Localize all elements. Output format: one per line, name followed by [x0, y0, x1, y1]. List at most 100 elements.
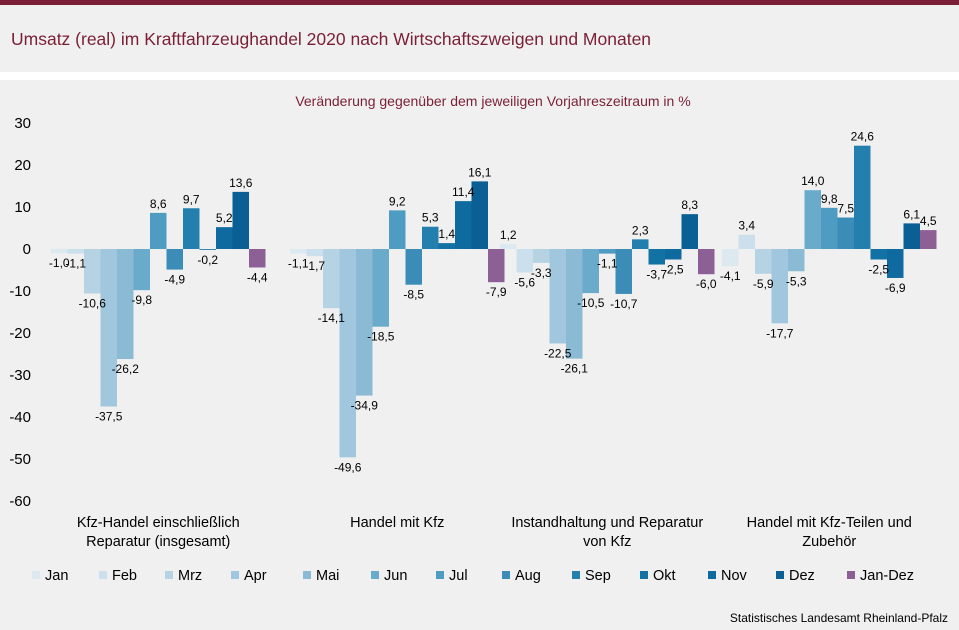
bar [389, 210, 406, 249]
data-label: 9,7 [183, 192, 200, 206]
bar [615, 249, 632, 294]
bar [372, 249, 389, 327]
data-label: 9,2 [389, 194, 406, 208]
bar [67, 249, 84, 254]
bar [249, 249, 266, 268]
data-label: -26,2 [112, 362, 140, 376]
data-label: -7,9 [486, 285, 507, 299]
data-label: 5,2 [216, 211, 233, 225]
data-label: -5,9 [753, 277, 774, 291]
data-label: -3,7 [646, 268, 667, 282]
legend-swatch [303, 571, 311, 579]
bar [488, 249, 505, 283]
legend-label: Aug [515, 568, 541, 584]
data-label: -22,5 [544, 347, 572, 361]
data-label: 7,5 [837, 202, 854, 216]
bar [870, 249, 887, 260]
category-label: Handel mit Kfz [350, 515, 444, 531]
bar [199, 249, 216, 250]
legend-swatch [708, 571, 716, 579]
bar [455, 201, 472, 249]
data-label: -2,5 [868, 263, 889, 277]
data-label: -4,9 [164, 273, 185, 287]
y-tick-label: 10 [14, 199, 31, 216]
data-label: -8,5 [403, 288, 424, 302]
legend-swatch [847, 571, 855, 579]
page-title: Umsatz (real) im Kraftfahrzeughandel 202… [11, 29, 652, 49]
legend-label: Jan [45, 568, 68, 584]
bar [665, 249, 682, 260]
legend-label: Jul [449, 568, 468, 584]
bar [356, 249, 373, 396]
bar [549, 249, 566, 344]
data-label: -6,0 [696, 277, 717, 291]
category-labels: Kfz-Handel einschließlich Reparatur (insg… [77, 515, 912, 550]
legend-swatch [32, 571, 40, 579]
chart-area [0, 80, 959, 630]
bar [632, 239, 649, 249]
bar [166, 249, 183, 270]
data-label: -9,8 [131, 293, 152, 307]
data-label: -37,5 [95, 410, 123, 424]
category-label: Kfz-Handel einschließlich [77, 515, 240, 531]
bar [722, 249, 739, 267]
data-labels: -1,0-1,1-10,6-37,5-26,2-9,88,6-4,99,7-0,… [49, 130, 937, 475]
bar [533, 249, 550, 263]
chart-subtitle: Veränderung gegenüber dem jeweiligen Vor… [295, 93, 690, 109]
legend-swatch [371, 571, 379, 579]
y-tick-label: 0 [23, 241, 31, 258]
bar [216, 227, 233, 249]
bars [51, 145, 937, 458]
data-label: -4,4 [247, 270, 268, 284]
data-label: -14,1 [318, 311, 346, 325]
bar [648, 249, 665, 265]
data-label: 13,6 [229, 176, 253, 190]
bar [117, 249, 134, 360]
bar [698, 249, 715, 275]
legend-swatch [231, 571, 239, 579]
category-label: Handel mit Kfz-Teilen und [747, 515, 912, 531]
y-tick-label: -10 [9, 283, 31, 300]
data-label: -0,2 [197, 253, 218, 267]
legend-label: Dez [789, 568, 815, 584]
data-label: -6,9 [885, 281, 906, 295]
data-label: 2,3 [632, 223, 649, 237]
category-label: Instandhaltung und Reparatur [511, 515, 703, 531]
category-label: von Kfz [583, 534, 631, 550]
bar [821, 207, 838, 249]
data-label: -26,1 [561, 362, 589, 376]
category-label: Zubehör [802, 534, 856, 550]
y-tick-label: -20 [9, 325, 31, 342]
bar [681, 214, 698, 249]
bar [582, 249, 599, 294]
bar [438, 243, 455, 249]
y-tick-label: 20 [14, 157, 31, 174]
bar [738, 234, 755, 249]
data-label: 8,3 [681, 198, 698, 212]
bar [599, 249, 616, 254]
legend-label: Jan-Dez [860, 568, 914, 584]
data-label: -49,6 [334, 460, 362, 474]
data-label: -4,1 [720, 269, 741, 283]
data-label: -5,6 [514, 276, 535, 290]
header: Umsatz (real) im Kraftfahrzeughandel 202… [0, 5, 959, 72]
legend-label: Nov [721, 568, 748, 584]
data-label: -1,1 [597, 257, 618, 271]
data-label: -5,3 [786, 274, 807, 288]
legend-label: Jun [384, 568, 407, 584]
top-accent-bar [0, 0, 959, 5]
bar [920, 230, 937, 249]
legend-label: Mai [316, 568, 339, 584]
data-label: -18,5 [367, 330, 395, 344]
bar [755, 249, 772, 274]
data-label: 5,3 [422, 211, 439, 225]
legend-swatch [165, 571, 173, 579]
legend-label: Apr [244, 568, 267, 584]
data-label: 1,4 [438, 227, 455, 241]
legend-label: Feb [112, 568, 137, 584]
bar [788, 249, 805, 272]
y-tick-label: -60 [9, 493, 31, 510]
bar [133, 249, 150, 291]
y-tick-label: 30 [14, 115, 31, 132]
